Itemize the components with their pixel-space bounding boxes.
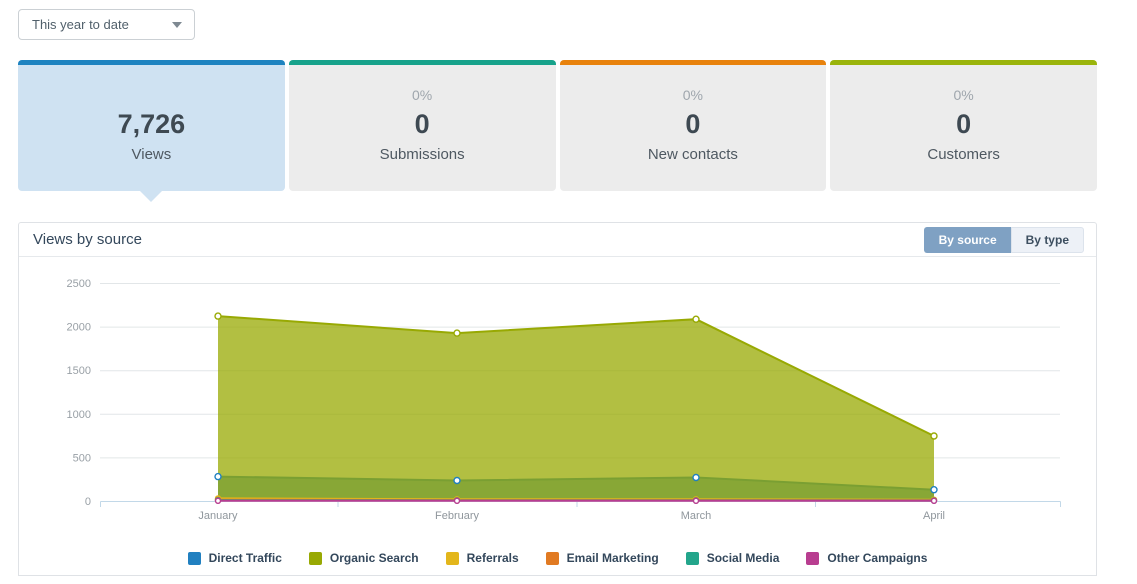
legend-item-email-marketing[interactable]: Email Marketing	[546, 551, 659, 565]
legend-label: Other Campaigns	[827, 551, 927, 565]
y-tick-label: 1000	[67, 409, 91, 421]
area-organic-search	[218, 316, 934, 501]
panel-title: Views by source	[33, 231, 142, 248]
point-organic-search[interactable]	[454, 330, 460, 336]
legend-item-social-media[interactable]: Social Media	[686, 551, 780, 565]
point-organic-search[interactable]	[931, 433, 937, 439]
legend-label: Direct Traffic	[209, 551, 282, 565]
point-other-campaigns[interactable]	[932, 498, 937, 503]
x-tick-label: January	[198, 510, 238, 522]
toggle-by-source[interactable]: By source	[924, 227, 1011, 253]
stat-card-customers[interactable]: 0%0 Customers	[830, 60, 1097, 191]
stat-value: 0	[289, 107, 556, 141]
y-tick-label: 500	[73, 452, 91, 464]
stat-label: Views	[18, 146, 285, 163]
point-organic-search[interactable]	[215, 313, 221, 319]
point-direct-traffic[interactable]	[693, 475, 699, 481]
toolbar: This year to date	[18, 9, 1097, 40]
date-range-dropdown[interactable]: This year to date	[18, 9, 195, 40]
chevron-down-icon	[172, 22, 182, 28]
stat-value: 0	[830, 107, 1097, 141]
point-organic-search[interactable]	[693, 316, 699, 322]
stat-body: 7,726 Views	[18, 65, 285, 163]
stat-card-submissions[interactable]: 0%0 Submissions	[289, 60, 556, 191]
y-tick-label: 0	[85, 496, 91, 508]
stat-percent: 0%	[560, 87, 827, 107]
legend-item-direct-traffic[interactable]: Direct Traffic	[188, 551, 282, 565]
chart-legend: Direct Traffic Organic Search Referrals Ema…	[19, 551, 1096, 565]
point-other-campaigns[interactable]	[694, 498, 699, 503]
legend-label: Social Media	[707, 551, 780, 565]
legend-swatch	[546, 552, 559, 565]
stat-label: New contacts	[560, 146, 827, 163]
legend-swatch	[686, 552, 699, 565]
stat-value: 0	[560, 107, 827, 141]
date-range-value: This year to date	[32, 17, 129, 32]
stat-label: Customers	[830, 146, 1097, 163]
legend-label: Referrals	[467, 551, 519, 565]
legend-item-organic-search[interactable]: Organic Search	[309, 551, 419, 565]
point-direct-traffic[interactable]	[215, 474, 221, 480]
x-tick-label: March	[681, 510, 712, 522]
y-tick-label: 2000	[67, 322, 91, 334]
point-direct-traffic[interactable]	[931, 487, 937, 493]
legend-swatch	[309, 552, 322, 565]
chart-area: 0 500 1000 1500 2000 2500 January February March…	[19, 257, 1096, 565]
point-direct-traffic[interactable]	[454, 478, 460, 484]
stat-percent	[18, 87, 285, 107]
toggle-by-type[interactable]: By type	[1011, 227, 1084, 253]
stat-card-views[interactable]: 7,726 Views	[18, 60, 285, 191]
stat-percent: 0%	[830, 87, 1097, 107]
legend-item-other-campaigns[interactable]: Other Campaigns	[806, 551, 927, 565]
stat-value: 7,726	[18, 107, 285, 141]
legend-swatch	[806, 552, 819, 565]
stat-percent: 0%	[289, 87, 556, 107]
legend-swatch	[446, 552, 459, 565]
stat-body: 0%0 Submissions	[289, 65, 556, 163]
legend-item-referrals[interactable]: Referrals	[446, 551, 519, 565]
stat-card-new-contacts[interactable]: 0%0 New contacts	[560, 60, 827, 191]
stat-body: 0%0 New contacts	[560, 65, 827, 163]
stat-body: 0%0 Customers	[830, 65, 1097, 163]
point-other-campaigns[interactable]	[455, 498, 460, 503]
legend-swatch	[188, 552, 201, 565]
point-other-campaigns[interactable]	[216, 498, 221, 503]
legend-label: Organic Search	[330, 551, 419, 565]
y-tick-label: 2500	[67, 278, 91, 290]
legend-label: Email Marketing	[567, 551, 659, 565]
y-tick-label: 1500	[67, 365, 91, 377]
stat-label: Submissions	[289, 146, 556, 163]
x-tick-label: February	[435, 510, 480, 522]
views-area-chart: 0 500 1000 1500 2000 2500 January February March…	[19, 258, 1096, 530]
x-tick-label: April	[923, 510, 945, 522]
